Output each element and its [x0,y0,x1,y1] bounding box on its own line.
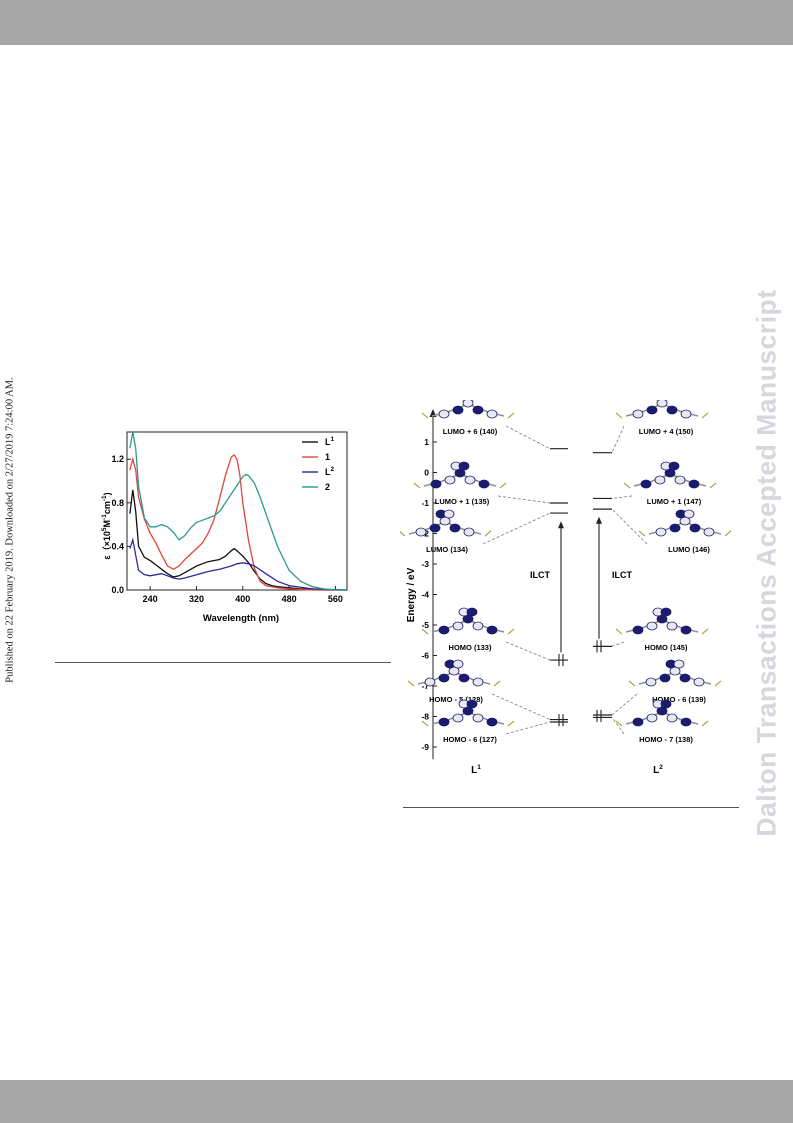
energy-tick-label: -7 [421,681,429,691]
publication-note-text: Published on 22 February 2019. Downloade… [4,377,16,683]
orbital-label: LUMO + 4 (150) [639,427,694,436]
orbital-connector [611,693,638,716]
orbital-density-image [407,659,501,687]
energy-tick-label: -3 [421,559,429,569]
orbital-density-image [638,509,732,537]
diagram-y-axis-label: Energy / eV [406,567,417,622]
orbital-connector [505,641,551,661]
energy-tick-label: 0 [424,468,429,478]
orbital-density-image [628,659,722,687]
absorption-spectrum-chart: 240 320 400 480 560 0.0 0.4 0.8 1.2 L1 1 L2 2 Wavele… [101,431,348,624]
energy-tick-label: -4 [421,590,429,600]
figure-divider-left [55,662,391,663]
y-tick-label: 0.8 [111,498,124,508]
orbital-density-image [615,607,709,635]
chart-plot-area: 240 320 400 480 560 0.0 0.4 0.8 1.2 L1 1 L2 2 [111,431,348,604]
orbital-connector [611,717,625,735]
orbital-label: LUMO (134) [426,545,468,554]
orbital-density-image [400,509,492,537]
orbital-label: LUMO + 1 (147) [647,497,702,506]
journal-watermark: Dalton Transactions Accepted Manuscript [744,240,790,885]
orbital-label: HOMO (145) [645,643,688,652]
orbital-density-image [421,400,515,419]
transition-label-left: ILCT [530,570,550,580]
orbital-density-image [421,699,515,727]
legend-label-4: 2 [325,482,330,492]
orbital-label: HOMO - 5 (128) [429,695,483,704]
orbital-connector [505,721,551,735]
orbital-label: LUMO (146) [668,545,710,554]
orbital-connector [611,641,625,647]
x-tick-label: 480 [282,594,297,604]
ilct-arrowhead [596,516,602,524]
orbital-label: HOMO - 6 (139) [652,695,706,704]
series-line-3 [129,537,348,591]
x-tick-label: 400 [235,594,250,604]
chart-y-axis-label: ε（×105M-1cm-1) [101,492,112,559]
series-line-1 [129,489,347,591]
publication-note: Published on 22 February 2019. Downloade… [3,375,17,685]
chart-frame [126,431,348,591]
ilct-arrowhead [558,521,564,529]
chart-x-axis-label: Wavelength (nm) [203,613,279,624]
orbital-connector [482,512,551,545]
orbital-connector [505,425,551,450]
y-tick-label: 0.4 [111,541,124,551]
figure-divider-right [403,807,739,808]
legend-label-1: L1 [325,436,335,447]
orbital-connector [611,508,648,545]
orbital-density-image [615,400,709,419]
orbital-connector [491,693,551,720]
x-tick-label: 240 [143,594,158,604]
orbital-density-image [615,699,709,727]
series-line-2 [129,453,347,591]
orbital-density-image [421,607,515,635]
orbital-connector [497,495,551,504]
legend-label-2: 1 [325,452,330,462]
orbital-label: HOMO - 6 (127) [443,735,497,744]
orbital-label: LUMO + 6 (140) [443,427,498,436]
energy-tick-label: -6 [421,651,429,661]
legend-label-3: L2 [325,466,335,477]
ligand-label-left: L1 [471,764,481,776]
y-tick-label: 0.0 [111,585,124,595]
orbital-label: HOMO (133) [449,643,492,652]
orbital-label: LUMO + 1 (135) [435,497,490,506]
orbital-density-image [413,461,507,489]
orbital-label: HOMO - 7 (138) [639,735,693,744]
page-footer-bar [0,1080,793,1123]
orbital-connector [611,425,625,453]
energy-tick-label: -5 [421,620,429,630]
series-line-4 [129,431,347,591]
energy-tick-label: -1 [421,498,429,508]
orbital-connector [611,495,633,499]
x-tick-label: 560 [328,594,343,604]
energy-tick-label: 1 [424,437,429,447]
journal-watermark-text: Dalton Transactions Accepted Manuscript [751,288,782,837]
page-header-bar [0,0,793,45]
energy-tick-label: -8 [421,712,429,722]
x-tick-label: 320 [189,594,204,604]
y-tick-label: 1.2 [111,454,124,464]
energy-tick-label: -9 [421,742,429,752]
ligand-label-right: L2 [653,764,663,776]
transition-label-right: ILCT [612,570,632,580]
orbital-density-image [623,461,717,489]
